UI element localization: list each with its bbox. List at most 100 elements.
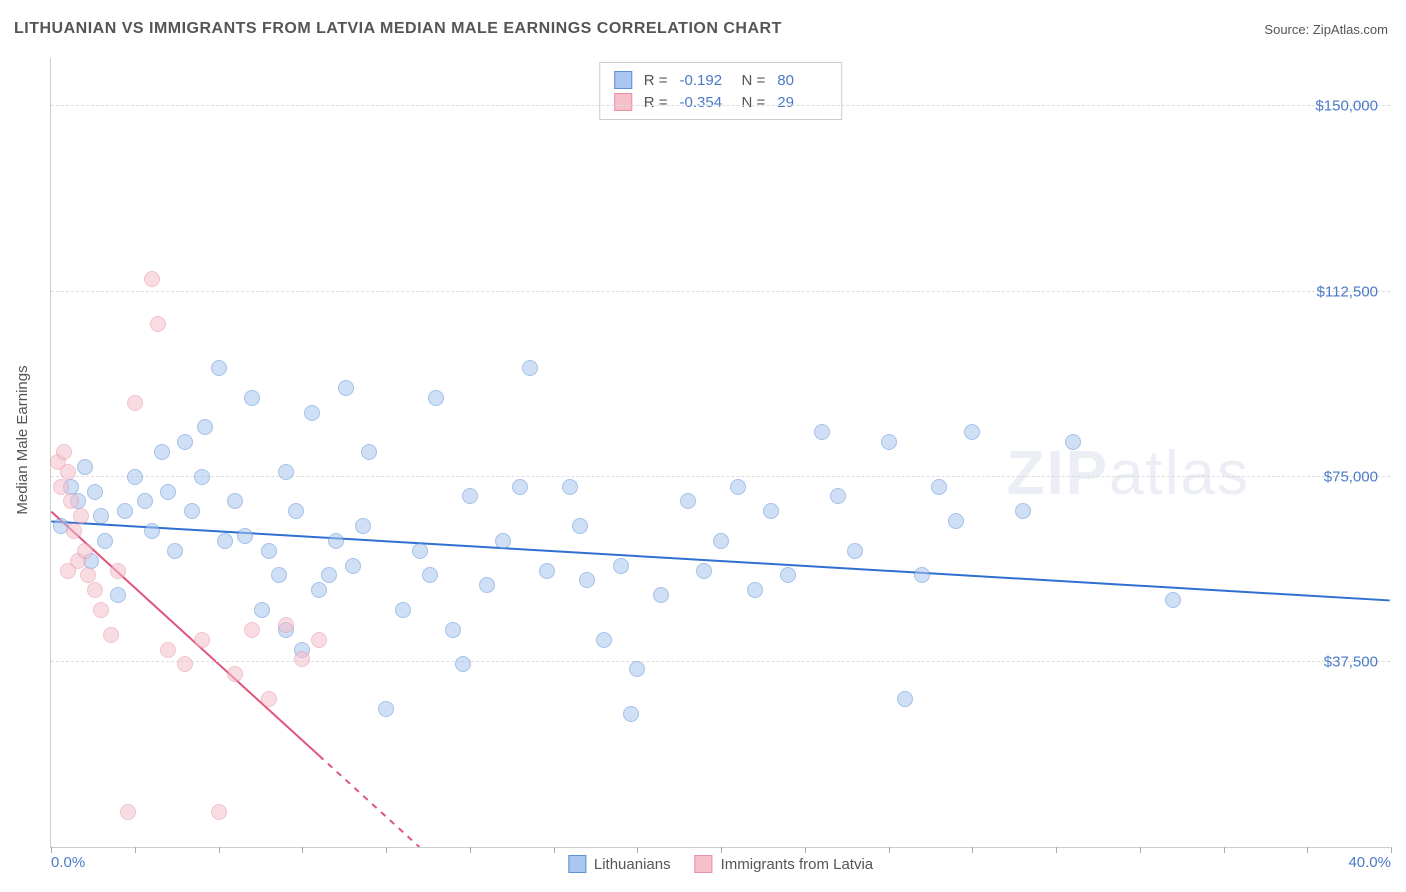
x-tick	[1056, 847, 1057, 853]
scatter-point	[127, 469, 143, 485]
trend-line-dashed	[319, 756, 419, 847]
r-label: R =	[644, 94, 668, 111]
scatter-point	[623, 706, 639, 722]
x-tick	[386, 847, 387, 853]
scatter-point	[254, 602, 270, 618]
series-legend-item: Lithuanians	[568, 855, 671, 873]
scatter-point	[53, 479, 69, 495]
scatter-point	[66, 523, 82, 539]
scatter-point	[422, 567, 438, 583]
watermark-bold: ZIP	[1007, 439, 1109, 508]
x-tick	[1140, 847, 1141, 853]
scatter-point	[311, 582, 327, 598]
scatter-point	[395, 602, 411, 618]
scatter-point	[137, 493, 153, 509]
scatter-point	[127, 395, 143, 411]
scatter-point	[261, 543, 277, 559]
scatter-point	[278, 464, 294, 480]
x-tick	[805, 847, 806, 853]
scatter-point	[73, 508, 89, 524]
x-tick	[721, 847, 722, 853]
correlation-legend-row: R = -0.354 N = 29	[614, 91, 828, 113]
series-legend-item: Immigrants from Latvia	[695, 855, 874, 873]
scatter-point	[914, 567, 930, 583]
scatter-point	[428, 390, 444, 406]
x-tick-label: 0.0%	[51, 854, 85, 871]
watermark: ZIPatlas	[1007, 438, 1250, 509]
scatter-point	[244, 390, 260, 406]
scatter-point	[56, 444, 72, 460]
n-value: 80	[777, 72, 827, 89]
scatter-point	[355, 518, 371, 534]
scatter-point	[964, 424, 980, 440]
scatter-point	[194, 469, 210, 485]
scatter-point	[144, 523, 160, 539]
legend-swatch	[695, 855, 713, 873]
x-tick	[470, 847, 471, 853]
scatter-point	[211, 804, 227, 820]
scatter-point	[304, 405, 320, 421]
n-label: N =	[742, 94, 766, 111]
scatter-point	[154, 444, 170, 460]
scatter-point	[80, 567, 96, 583]
n-value: 29	[777, 94, 827, 111]
x-tick	[1391, 847, 1392, 853]
scatter-point	[87, 484, 103, 500]
legend-swatch	[614, 93, 632, 111]
scatter-point	[271, 567, 287, 583]
scatter-point	[117, 503, 133, 519]
scatter-point	[63, 493, 79, 509]
scatter-point	[160, 642, 176, 658]
scatter-point	[596, 632, 612, 648]
scatter-point	[522, 360, 538, 376]
scatter-point	[412, 543, 428, 559]
gridline	[51, 105, 1390, 106]
y-tick-label: $150,000	[1315, 98, 1378, 115]
scatter-point	[110, 587, 126, 603]
y-axis-label: Median Male Earnings	[14, 365, 31, 514]
scatter-point	[288, 503, 304, 519]
scatter-point	[378, 701, 394, 717]
r-value: -0.354	[680, 94, 730, 111]
scatter-point	[211, 360, 227, 376]
scatter-point	[579, 572, 595, 588]
scatter-point	[144, 271, 160, 287]
scatter-point	[184, 503, 200, 519]
scatter-point	[847, 543, 863, 559]
x-tick-label: 40.0%	[1348, 854, 1391, 871]
r-value: -0.192	[680, 72, 730, 89]
scatter-point	[110, 563, 126, 579]
scatter-point	[177, 434, 193, 450]
scatter-point	[194, 632, 210, 648]
y-tick-label: $75,000	[1324, 468, 1378, 485]
scatter-point	[311, 632, 327, 648]
legend-swatch	[568, 855, 586, 873]
scatter-point	[77, 543, 93, 559]
scatter-point	[177, 656, 193, 672]
r-label: R =	[644, 72, 668, 89]
source-label: Source:	[1264, 22, 1309, 37]
scatter-point	[278, 617, 294, 633]
scatter-point	[1165, 592, 1181, 608]
scatter-point	[93, 508, 109, 524]
watermark-rest: atlas	[1109, 439, 1250, 508]
scatter-point	[696, 563, 712, 579]
x-tick	[1224, 847, 1225, 853]
scatter-point	[613, 558, 629, 574]
scatter-point	[217, 533, 233, 549]
scatter-point	[747, 582, 763, 598]
scatter-point	[197, 419, 213, 435]
scatter-point	[713, 533, 729, 549]
series-name: Immigrants from Latvia	[721, 856, 874, 873]
scatter-point	[120, 804, 136, 820]
scatter-point	[780, 567, 796, 583]
scatter-point	[103, 627, 119, 643]
scatter-point	[931, 479, 947, 495]
series-legend: Lithuanians Immigrants from Latvia	[568, 855, 873, 873]
scatter-point	[763, 503, 779, 519]
x-tick	[135, 847, 136, 853]
scatter-point	[455, 656, 471, 672]
x-tick	[972, 847, 973, 853]
scatter-point	[897, 691, 913, 707]
scatter-point	[680, 493, 696, 509]
